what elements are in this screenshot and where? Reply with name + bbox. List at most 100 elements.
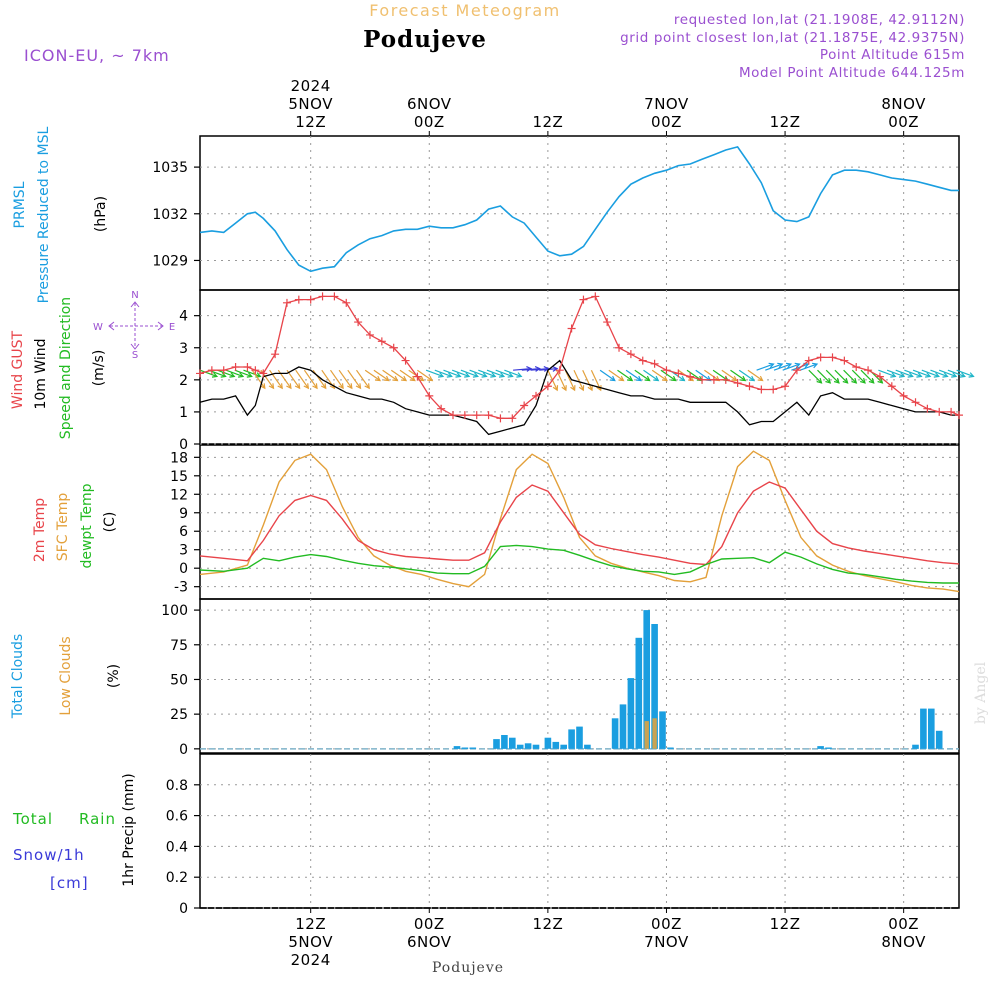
wind-arrowhead xyxy=(364,383,370,390)
wind-arrowhead xyxy=(670,375,677,382)
wind-arrow xyxy=(251,369,266,389)
wind-arrow xyxy=(895,369,913,377)
precip-label-cm: [cm] xyxy=(50,874,89,892)
gust-marker xyxy=(709,375,718,384)
wind-arrowhead xyxy=(653,375,660,382)
total-cloud-bar xyxy=(469,747,477,749)
wind-arrowhead xyxy=(526,366,533,372)
wind-arrowhead xyxy=(596,385,602,392)
y-tick-label: 2 xyxy=(179,373,188,389)
gust-marker xyxy=(377,337,386,346)
time-label-top: 8NOV xyxy=(881,95,926,113)
gust-marker xyxy=(496,414,505,423)
y-tick-label: 1032 xyxy=(152,207,188,223)
wind-arrowhead xyxy=(355,383,362,390)
time-label-top: 7NOV xyxy=(644,95,689,113)
y-tick-label: 4 xyxy=(179,309,188,325)
gust-marker xyxy=(733,379,742,388)
wind-arrow xyxy=(425,369,444,377)
wind-arrow xyxy=(269,369,283,389)
wind-arrowhead xyxy=(268,383,275,390)
precip-label-total: Total xyxy=(12,810,53,828)
temp-label-2m: 2m Temp xyxy=(32,498,48,562)
wind-arrow xyxy=(330,369,344,389)
y-tick-label: 12 xyxy=(170,487,188,503)
wind-arrowhead xyxy=(618,375,625,382)
wind-arrow xyxy=(286,369,301,389)
time-label-top: 12Z xyxy=(532,113,563,131)
gust-marker xyxy=(532,391,541,400)
wind-arrow xyxy=(495,369,513,377)
wind-arrow xyxy=(799,363,818,371)
gust-marker xyxy=(638,356,647,365)
y-tick-label: 75 xyxy=(170,638,188,654)
wind-unit: (m/s) xyxy=(91,350,107,387)
wind-arrowhead xyxy=(347,383,353,390)
gust-marker xyxy=(840,356,849,365)
wind-arrow xyxy=(504,369,522,377)
wind-arrowhead xyxy=(851,377,858,384)
wind-arrowhead xyxy=(860,377,866,384)
pressure-layer xyxy=(199,145,959,273)
wind-arrow xyxy=(556,369,567,391)
wind-arrowhead xyxy=(211,372,219,378)
wind-arrow xyxy=(773,363,792,371)
time-label-bottom: 7NOV xyxy=(644,933,689,951)
clouds-unit: (%) xyxy=(106,664,122,688)
wind-arrowhead xyxy=(320,383,327,390)
wind-arrow xyxy=(625,369,642,381)
gust-marker xyxy=(389,343,398,352)
wind-arrow xyxy=(878,369,896,377)
time-label-top: 2024 xyxy=(291,77,331,95)
wind-arrow xyxy=(564,369,576,391)
total-cloud-bar xyxy=(611,718,619,749)
wind-arrowhead xyxy=(777,362,784,369)
wind-arrow xyxy=(930,369,948,377)
wind-arrowhead xyxy=(238,372,245,378)
wind-arrowhead xyxy=(916,372,923,378)
wind-arrowhead xyxy=(635,375,642,382)
wind-arrow xyxy=(886,369,905,377)
wind-arrow xyxy=(434,369,452,377)
wind-arrow xyxy=(356,369,370,389)
wind-arrow xyxy=(199,369,218,377)
gust-marker xyxy=(650,359,659,368)
time-label-top: 6NOV xyxy=(407,95,452,113)
total-cloud-bar xyxy=(584,744,591,749)
wind-arrow xyxy=(451,369,470,377)
wind-arrowhead xyxy=(552,366,559,372)
total-cloud-bar xyxy=(825,747,832,749)
gust-marker xyxy=(887,382,896,391)
wind-compass: N S W E xyxy=(93,290,175,361)
total-cloud-bar xyxy=(576,726,583,749)
low-cloud-bar xyxy=(644,721,649,749)
y-tick-label: 3 xyxy=(179,341,188,357)
clouds-panel xyxy=(199,598,960,754)
wind-arrowhead xyxy=(409,375,416,382)
wind-arrowhead xyxy=(392,375,399,382)
wind-arrow xyxy=(443,369,461,377)
time-label-bottom: 12Z xyxy=(295,915,326,933)
wind-arrow xyxy=(817,369,831,384)
y-tick-label: -3 xyxy=(174,580,188,596)
total-cloud-bar xyxy=(509,737,516,749)
pressure-unit: (hPa) xyxy=(93,196,109,232)
gust-marker xyxy=(555,366,564,375)
time-label-top: 00Z xyxy=(414,113,445,131)
wind-arrowhead xyxy=(768,362,775,369)
wind-arrow xyxy=(651,369,668,381)
gust-marker xyxy=(674,369,683,378)
time-label-top: 00Z xyxy=(888,113,919,131)
wind-arrowhead xyxy=(427,375,434,382)
wind-arrowhead xyxy=(438,372,445,378)
gust-marker xyxy=(615,343,624,352)
total-cloud-bar xyxy=(552,741,560,749)
wind-arrow xyxy=(947,369,966,377)
wind-arrow xyxy=(704,369,720,381)
gust-marker xyxy=(899,391,908,400)
wind-arrow xyxy=(382,369,398,381)
gust-marker xyxy=(508,414,517,423)
time-label-top: 12Z xyxy=(295,113,326,131)
y-tick-label: 100 xyxy=(161,603,188,619)
